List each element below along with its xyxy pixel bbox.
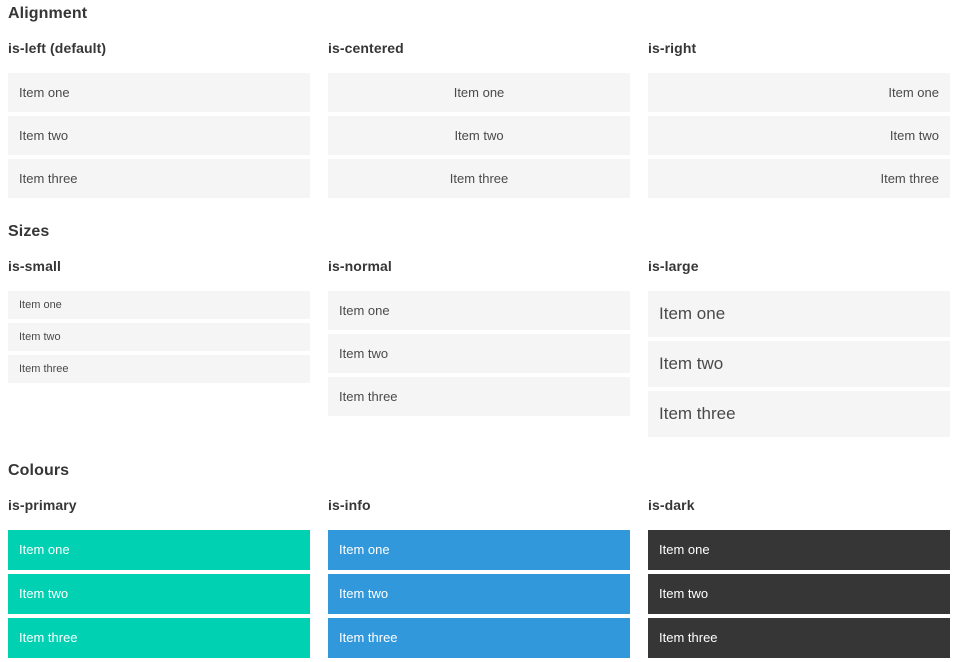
column-is-large: is-large Item one Item two Item three <box>648 257 950 437</box>
list-item[interactable]: Item two <box>8 115 310 155</box>
section-grid: is-left (default) Item one Item two Item th… <box>8 39 950 198</box>
column-subtitle: is-normal <box>328 257 392 274</box>
list-item[interactable]: Item one <box>8 72 310 112</box>
column-subtitle: is-info <box>328 496 371 513</box>
list-item[interactable]: Item two <box>648 573 950 614</box>
column-is-info: is-info Item one Item two Item three <box>328 496 630 658</box>
list-item[interactable]: Item three <box>8 158 310 198</box>
list-item[interactable]: Item three <box>648 158 950 198</box>
section-grid: is-small Item one Item two Item three is-nor… <box>8 257 950 437</box>
column-is-primary: is-primary Item one Item two Item three <box>8 496 310 658</box>
list-item[interactable]: Item three <box>8 617 310 658</box>
list-is-normal: Item one Item two Item three <box>328 290 630 416</box>
list-item[interactable]: Item three <box>648 617 950 658</box>
section-grid: is-primary Item one Item two Item three is-i… <box>8 496 950 658</box>
list-is-info: Item one Item two Item three <box>328 529 630 658</box>
list-item[interactable]: Item two <box>328 573 630 614</box>
section-alignment: Alignment is-left (default) Item one Item t… <box>8 5 950 198</box>
section-title: Colours <box>8 461 70 479</box>
list-item[interactable]: Item one <box>648 72 950 112</box>
list-item[interactable]: Item one <box>8 529 310 570</box>
list-item[interactable]: Item two <box>328 333 630 373</box>
list-item[interactable]: Item three <box>8 354 310 383</box>
list-is-dark: Item one Item two Item three <box>648 529 950 658</box>
list-item[interactable]: Item one <box>328 290 630 330</box>
list-item[interactable]: Item one <box>328 72 630 112</box>
list-item[interactable]: Item one <box>328 529 630 570</box>
column-subtitle: is-centered <box>328 39 404 56</box>
list-item[interactable]: Item three <box>328 158 630 198</box>
list-is-large: Item one Item two Item three <box>648 290 950 437</box>
list-item[interactable]: Item two <box>648 115 950 155</box>
section-colours: Colours is-primary Item one Item two Item th… <box>8 462 950 658</box>
list-is-centered: Item one Item two Item three <box>328 72 630 198</box>
section-title: Alignment <box>8 5 88 22</box>
list-item[interactable]: Item two <box>328 115 630 155</box>
column-subtitle: is-small <box>8 257 61 274</box>
section-sizes: Sizes is-small Item one Item two Item three i… <box>8 223 950 437</box>
list-item[interactable]: Item one <box>648 529 950 570</box>
list-item[interactable]: Item one <box>8 290 310 319</box>
list-item[interactable]: Item three <box>328 617 630 658</box>
column-is-left-default: is-left (default) Item one Item two Item th… <box>8 39 310 198</box>
column-is-right: is-right Item one Item two Item three <box>648 39 950 198</box>
list-item[interactable]: Item two <box>648 340 950 387</box>
list-is-right: Item one Item two Item three <box>648 72 950 198</box>
section-title: Sizes <box>8 222 50 240</box>
list-item[interactable]: Item three <box>648 390 950 437</box>
list-item[interactable]: Item two <box>8 322 310 351</box>
list-is-left-default: Item one Item two Item three <box>8 72 310 198</box>
column-is-small: is-small Item one Item two Item three <box>8 257 310 383</box>
column-subtitle: is-large <box>648 257 699 274</box>
list-item[interactable]: Item two <box>8 573 310 614</box>
column-subtitle: is-left (default) <box>8 39 107 56</box>
list-is-primary: Item one Item two Item three <box>8 529 310 658</box>
list-item[interactable]: Item one <box>648 290 950 337</box>
column-is-dark: is-dark Item one Item two Item three <box>648 496 950 658</box>
column-is-centered: is-centered Item one Item two Item three <box>328 39 630 198</box>
column-subtitle: is-primary <box>8 496 77 513</box>
column-is-normal: is-normal Item one Item two Item three <box>328 257 630 416</box>
column-subtitle: is-right <box>648 39 697 56</box>
list-item[interactable]: Item three <box>328 376 630 416</box>
column-subtitle: is-dark <box>648 496 695 513</box>
list-is-small: Item one Item two Item three <box>8 290 310 383</box>
